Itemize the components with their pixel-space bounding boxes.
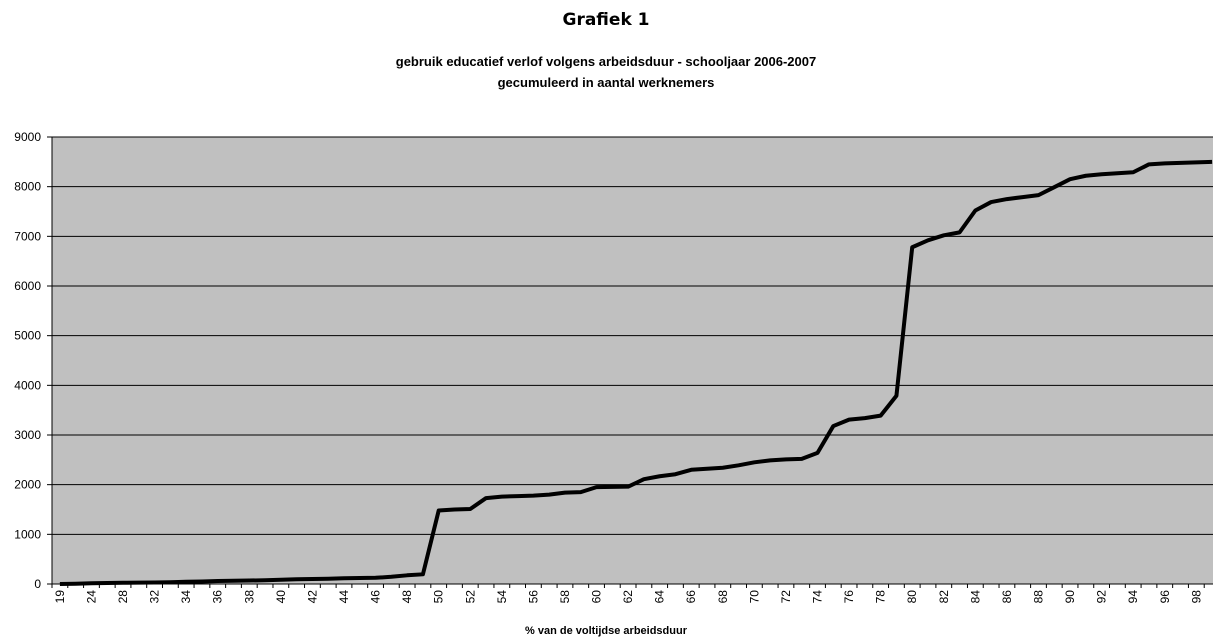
x-tick-label: 84 xyxy=(968,590,982,604)
y-tick-label: 3000 xyxy=(14,428,41,442)
x-tick-label: 98 xyxy=(1189,590,1203,604)
chart-subtitle: gebruik educatief verlof volgens arbeids… xyxy=(396,54,816,69)
x-tick-label: 54 xyxy=(495,590,509,604)
x-tick-label: 28 xyxy=(116,590,130,604)
x-tick-label: 32 xyxy=(148,590,162,604)
x-tick-label: 96 xyxy=(1158,590,1172,604)
x-tick-label: 78 xyxy=(874,590,888,604)
x-tick-label: 90 xyxy=(1063,590,1077,604)
x-tick-label: 64 xyxy=(653,590,667,604)
x-tick-label: 42 xyxy=(305,590,319,604)
x-tick-label: 92 xyxy=(1095,590,1109,604)
x-tick-label: 76 xyxy=(842,590,856,604)
line-series xyxy=(59,159,1213,586)
x-tick-label: 48 xyxy=(400,590,414,604)
x-tick-label: 68 xyxy=(716,590,730,604)
x-tick-label: 50 xyxy=(432,590,446,604)
x-tick-label: 44 xyxy=(337,590,351,604)
x-tick-label: 52 xyxy=(463,590,477,604)
x-tick-label: 82 xyxy=(937,590,951,604)
y-tick-label: 1000 xyxy=(14,527,41,541)
y-tick-label: 2000 xyxy=(14,478,41,492)
y-tick-label: 6000 xyxy=(14,279,41,293)
chart-subtitle: gecumuleerd in aantal werknemers xyxy=(498,75,715,90)
y-tick-label: 7000 xyxy=(14,229,41,243)
y-tick-label: 9000 xyxy=(14,130,41,144)
x-tick-label: 88 xyxy=(1031,590,1045,604)
x-tick-label: 34 xyxy=(179,590,193,604)
x-tick-label: 58 xyxy=(558,590,572,604)
x-tick-label: 94 xyxy=(1126,590,1140,604)
x-tick-label: 38 xyxy=(242,590,256,604)
plot-area xyxy=(51,136,1213,585)
y-tick-label: 4000 xyxy=(14,378,41,392)
x-tick-label: 56 xyxy=(526,590,540,604)
y-tick-label: 0 xyxy=(34,577,41,591)
x-tick-label: 40 xyxy=(274,590,288,604)
x-tick-label: 86 xyxy=(1000,590,1014,604)
chart-title: Grafiek 1 xyxy=(563,10,650,30)
x-tick-label: 60 xyxy=(590,590,604,604)
x-tick-label: 66 xyxy=(684,590,698,604)
x-tick-label: 70 xyxy=(747,590,761,604)
x-tick-label: 36 xyxy=(211,590,225,604)
x-tick-label: 72 xyxy=(779,590,793,604)
x-tick-label: 62 xyxy=(621,590,635,604)
x-tick-label: 74 xyxy=(811,590,825,604)
y-tick-label: 8000 xyxy=(14,180,41,194)
x-axis-label: % van de voltijdse arbeidsduur xyxy=(525,625,688,637)
y-tick-label: 5000 xyxy=(14,329,41,343)
x-tick-label: 24 xyxy=(84,590,98,604)
x-tick-label: 80 xyxy=(905,590,919,604)
x-tick-label: 19 xyxy=(53,590,67,604)
x-tick-label: 46 xyxy=(369,590,383,604)
